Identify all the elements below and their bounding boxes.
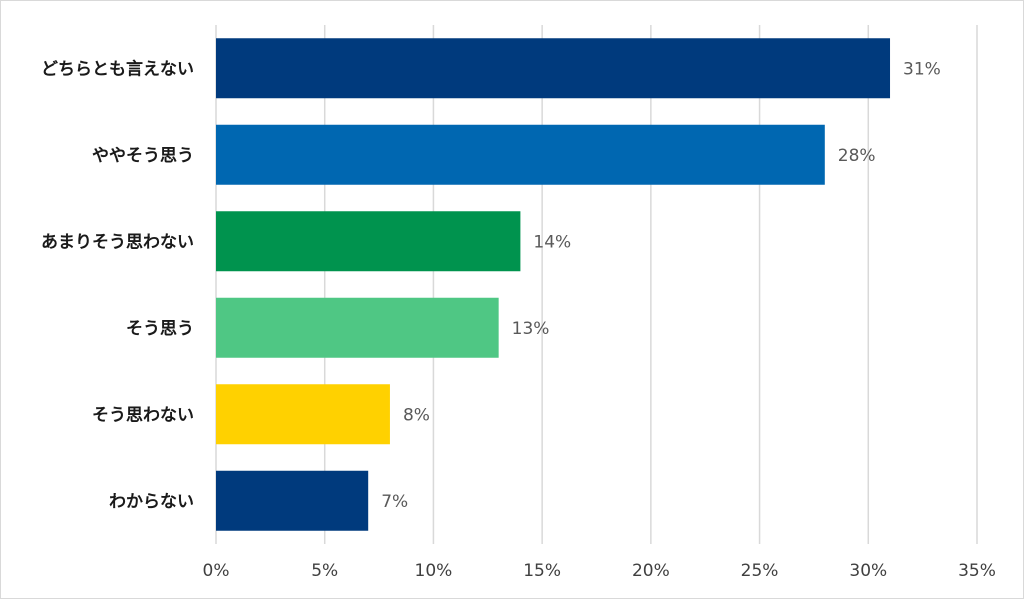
bar-0 <box>216 38 891 99</box>
x-tick-label: 20% <box>632 561 670 581</box>
bar-3 <box>216 297 499 358</box>
x-tick-label: 5% <box>311 561 338 581</box>
bar-4 <box>216 384 390 445</box>
x-tick-label: 0% <box>203 561 230 581</box>
x-tick-label: 15% <box>523 561 561 581</box>
x-tick-label: 30% <box>849 561 887 581</box>
category-label: わからない <box>109 492 194 512</box>
data-label: 8% <box>403 405 430 425</box>
data-label: 28% <box>838 146 876 166</box>
label-layer: どちらとも言えない 31% ややそう思う 28% あまりそう思わない 14% そう思う 13%… <box>41 58 941 512</box>
data-label: 13% <box>512 319 550 339</box>
bar-5 <box>216 470 369 531</box>
x-tick-label: 10% <box>415 561 453 581</box>
x-tick-label: 35% <box>958 561 996 581</box>
bar-1 <box>216 124 825 185</box>
category-label: そう思う <box>126 319 194 339</box>
x-tick-label: 25% <box>741 561 779 581</box>
data-label: 7% <box>381 492 408 512</box>
grid-layer <box>215 25 978 544</box>
data-label: 31% <box>903 59 941 79</box>
bar-2 <box>216 211 521 272</box>
x-axis: 0% 5% 10% 15% 20% 25% 30% 35% <box>203 561 996 581</box>
bar-layer <box>216 38 891 531</box>
category-label: どちらとも言えない <box>41 58 194 79</box>
data-label: 14% <box>533 232 571 252</box>
category-label: あまりそう思わない <box>41 232 194 252</box>
category-label: そう思わない <box>92 405 194 425</box>
category-label: ややそう思う <box>92 146 194 166</box>
